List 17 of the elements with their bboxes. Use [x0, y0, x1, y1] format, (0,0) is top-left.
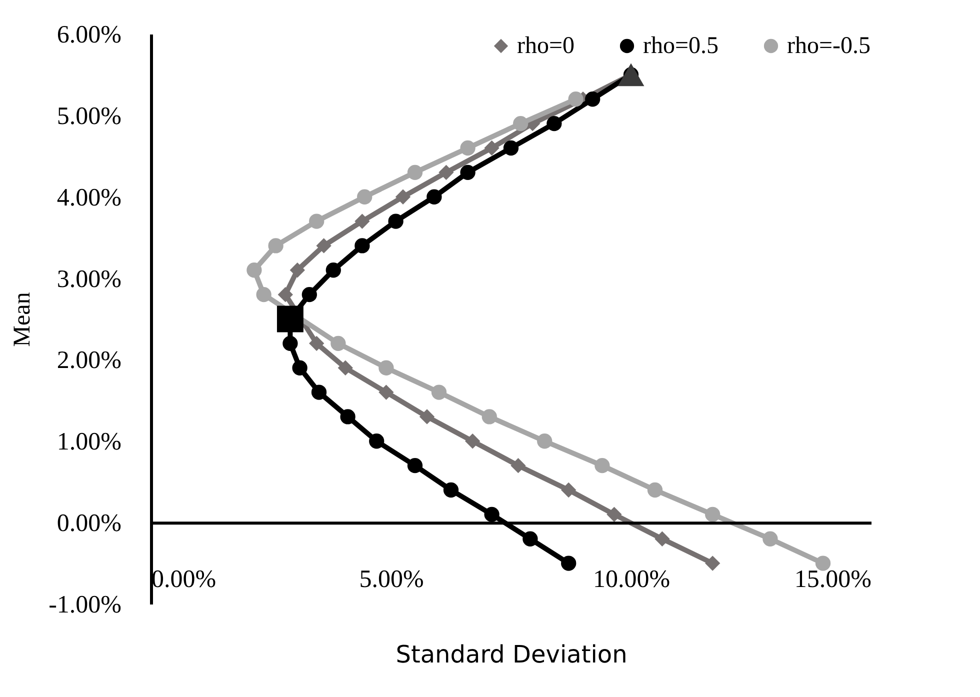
x-tick-label: 15.00% — [794, 566, 872, 594]
y-tick-label: 6.00% — [56, 22, 122, 48]
x-tick-label: 5.00% — [359, 566, 424, 594]
x-tick-label: 0.00% — [152, 566, 216, 594]
y-tick-label: -1.00% — [48, 592, 122, 618]
legend-label: rho=-0.5 — [787, 33, 871, 59]
y-tick-label: 1.00% — [56, 428, 122, 456]
y-tick-label: 3.00% — [56, 266, 122, 293]
y-tick-label: 0.00% — [56, 510, 122, 538]
x-axis-title: Standard Deviation — [396, 640, 628, 668]
y-tick-label: 5.00% — [56, 102, 122, 130]
x-tick-label: 10.00% — [592, 566, 670, 594]
y-tick-label: 2.00% — [56, 347, 122, 374]
legend-label: rho=0.5 — [643, 33, 719, 59]
y-tick-label: 4.00% — [56, 184, 122, 212]
legend-label: rho=0 — [517, 33, 575, 59]
y-axis-title: Mean — [10, 292, 36, 347]
